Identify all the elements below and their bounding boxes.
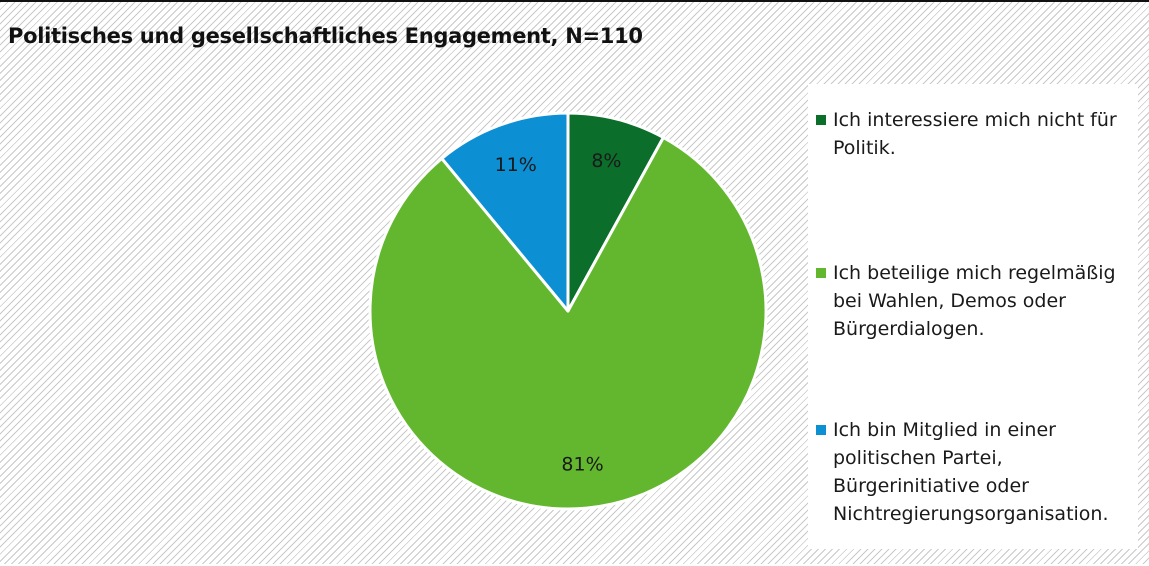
pie-slice-membership: [440, 111, 570, 313]
legend-item-membership: Ich bin Mitglied in einer politischen Pa…: [816, 416, 1138, 528]
pie-data-label: 81%: [561, 453, 603, 475]
pie-data-label: 8%: [591, 150, 621, 172]
legend-swatch: [816, 268, 826, 278]
legend-label: Ich interessiere mich nicht für Politik.: [833, 109, 1117, 159]
pie-data-label: 11%: [495, 154, 537, 176]
pie-chart: 8% 81% 11%: [368, 111, 768, 511]
legend-swatch: [816, 425, 826, 435]
pie-slice-no-interest: [566, 111, 665, 313]
legend-label: Ich bin Mitglied in einer politischen Pa…: [833, 419, 1109, 525]
legend-swatch: [816, 115, 826, 125]
pie-slice-regular-participation: [368, 135, 768, 511]
chart-title: Politisches und gesellschaftliches Engag…: [8, 24, 643, 48]
legend-item-no-interest: Ich interessiere mich nicht für Politik.: [816, 106, 1138, 162]
legend: Ich interessiere mich nicht für Politik.…: [808, 84, 1138, 549]
legend-label: Ich beteilige mich regelmäßig bei Wahlen…: [833, 262, 1116, 340]
legend-item-regular-participation: Ich beteilige mich regelmäßig bei Wahlen…: [816, 259, 1138, 343]
